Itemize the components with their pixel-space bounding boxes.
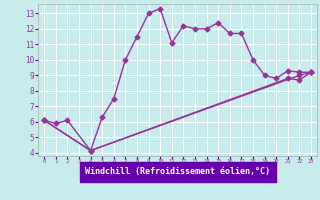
X-axis label: Windchill (Refroidissement éolien,°C): Windchill (Refroidissement éolien,°C) (85, 167, 270, 176)
